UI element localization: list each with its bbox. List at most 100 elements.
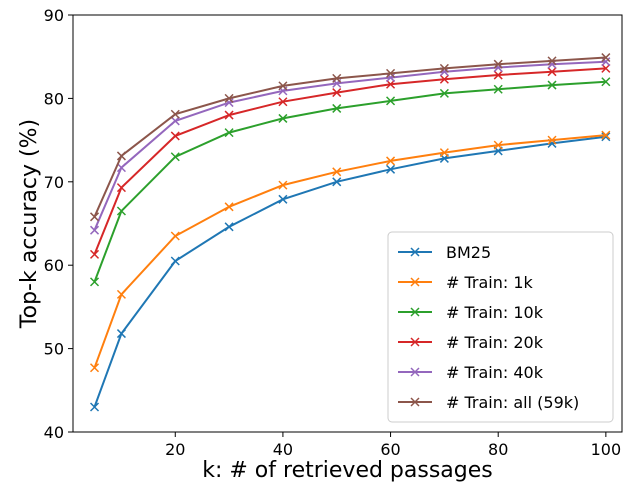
data-point-marker (170, 116, 180, 126)
legend-item: # Train: 40k (398, 363, 544, 382)
legend-label: # Train: all (59k) (446, 393, 579, 412)
data-point-marker (89, 277, 100, 287)
y-tick-label: 40 (44, 423, 64, 442)
x-axis: 20 40 60 80 100 (165, 432, 621, 459)
y-axis: 40 50 60 70 80 90 (44, 6, 73, 442)
data-point-marker (547, 56, 557, 66)
legend-marker (410, 277, 420, 287)
data-point-marker (601, 63, 611, 73)
data-point-marker (89, 402, 100, 412)
data-point-marker (547, 80, 557, 90)
data-point-marker (224, 222, 234, 232)
data-point-marker (386, 68, 396, 78)
data-point-marker (170, 109, 180, 119)
data-point-marker (170, 256, 180, 266)
legend-item: BM25 (398, 243, 491, 262)
data-point-marker (224, 128, 234, 138)
data-point-marker (332, 177, 342, 187)
data-point-marker (386, 79, 396, 89)
data-point-marker (89, 212, 100, 222)
series-3 (89, 77, 611, 287)
y-tick-label: 50 (44, 340, 64, 359)
data-point-marker (332, 167, 342, 177)
data-point-marker (493, 59, 503, 69)
legend-marker (410, 247, 420, 257)
series-4 (89, 63, 611, 259)
data-point-marker (386, 96, 396, 106)
data-point-marker (439, 88, 449, 98)
data-point-marker (170, 131, 180, 141)
y-tick-label: 70 (44, 173, 64, 192)
legend-label: # Train: 40k (446, 363, 544, 382)
data-point-marker (386, 156, 396, 166)
legend-label: # Train: 20k (446, 333, 544, 352)
series-layer (89, 53, 611, 412)
data-point-marker (493, 70, 503, 80)
series-2 (89, 130, 611, 373)
data-point-marker (547, 135, 557, 145)
plot-area (72, 14, 623, 433)
legend-item: # Train: 10k (398, 303, 544, 322)
x-tick-label: 60 (380, 440, 400, 459)
data-point-marker (439, 148, 449, 158)
data-point-marker (493, 140, 503, 150)
legend-label: BM25 (446, 243, 491, 262)
data-point-marker (89, 225, 100, 235)
x-tick-label: 80 (488, 440, 508, 459)
data-point-marker (386, 73, 396, 83)
legend-item: # Train: 1k (398, 273, 534, 292)
data-point-marker (170, 231, 180, 241)
legend-item: # Train: 20k (398, 333, 544, 352)
y-axis-title: Top-k accuracy (%) (17, 119, 42, 329)
data-point-marker (601, 77, 611, 87)
data-point-marker (439, 63, 449, 73)
data-point-marker (116, 151, 126, 161)
data-point-marker (601, 130, 611, 140)
data-point-marker (601, 132, 611, 142)
plot-frame (72, 14, 623, 433)
legend: BM25 # Train: 1k # Train: 10k # Train: 20k #… (387, 231, 614, 423)
legend-label: # Train: 10k (446, 303, 544, 322)
x-tick-label: 100 (591, 440, 622, 459)
data-point-marker (601, 57, 611, 67)
data-point-marker (493, 84, 503, 94)
data-point-marker (332, 73, 342, 83)
data-point-marker (278, 97, 288, 107)
x-axis-title: k: # of retrieved passages (202, 458, 493, 483)
y-tick-label: 90 (44, 6, 64, 25)
x-tick-label: 20 (165, 440, 185, 459)
data-point-marker (170, 152, 180, 162)
data-point-marker (278, 194, 288, 204)
legend-label: # Train: 1k (446, 273, 534, 292)
data-point-marker (89, 363, 100, 373)
data-point-marker (332, 103, 342, 113)
data-point-marker (332, 88, 342, 98)
data-point-marker (278, 180, 288, 190)
data-point-marker (224, 93, 234, 103)
data-point-marker (116, 183, 126, 193)
legend-box (387, 231, 614, 423)
data-point-marker (116, 329, 126, 339)
data-point-marker (224, 202, 234, 212)
data-point-marker (89, 249, 100, 259)
data-point-marker (278, 113, 288, 123)
y-tick-label: 80 (44, 89, 64, 108)
legend-marker (410, 397, 420, 407)
data-point-marker (116, 163, 126, 173)
series-6 (89, 53, 611, 222)
data-point-marker (116, 289, 126, 299)
data-point-marker (601, 53, 611, 63)
legend-marker (410, 307, 420, 317)
legend-marker (410, 367, 420, 377)
data-point-marker (386, 164, 396, 174)
data-point-marker (439, 74, 449, 84)
legend-marker (410, 337, 420, 347)
data-point-marker (278, 81, 288, 91)
data-point-marker (116, 206, 126, 216)
data-point-marker (224, 110, 234, 120)
y-tick-label: 60 (44, 256, 64, 275)
x-tick-label: 40 (273, 440, 293, 459)
series-1 (89, 132, 611, 412)
legend-item: # Train: all (59k) (398, 393, 579, 412)
